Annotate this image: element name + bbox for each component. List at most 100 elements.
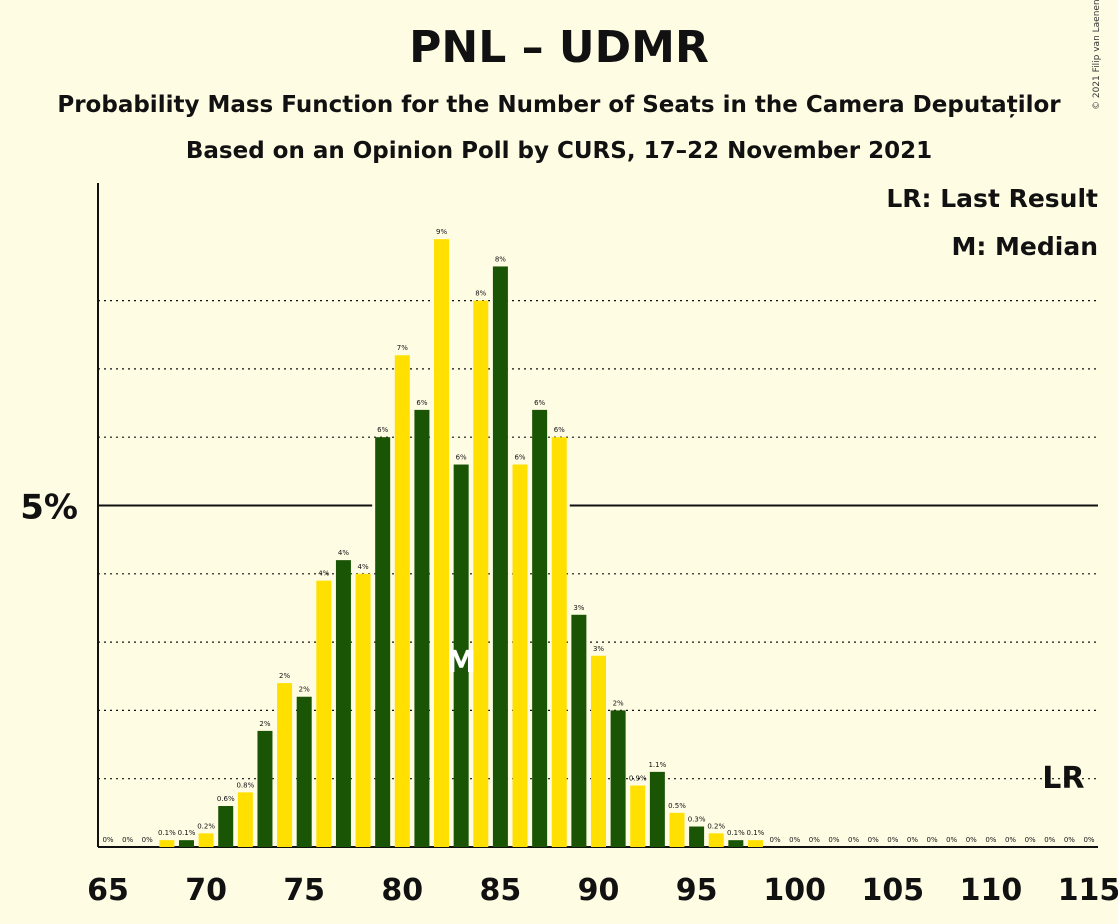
x-tick-label: 100 (763, 873, 826, 908)
bar-seat-81 (414, 409, 430, 847)
legend-last-result: LR: Last Result (886, 184, 1098, 213)
median-marker: M (446, 645, 476, 680)
bar-seat-96 (708, 833, 724, 847)
bar-seat-93 (649, 771, 665, 847)
x-tick-label: 115 (1058, 873, 1118, 908)
bar-label: 0.9% (629, 775, 647, 783)
bar-seat-83 (453, 464, 469, 847)
bar-label: 0% (770, 836, 781, 844)
x-tick-label: 75 (283, 873, 325, 908)
bar-label: 3% (593, 645, 604, 653)
bar-label: 4% (338, 549, 349, 557)
bar-label: 2% (299, 686, 310, 694)
bar-label: 0% (142, 836, 153, 844)
bar-seat-98 (747, 840, 763, 847)
bar-label: 0.1% (178, 829, 196, 837)
bar-label: 6% (416, 399, 427, 407)
bar-label: 0% (966, 836, 977, 844)
bar-label: 0.2% (707, 822, 725, 830)
bar-label: 3% (573, 604, 584, 612)
bar-label: 0% (122, 836, 133, 844)
bar-label: 0% (868, 836, 879, 844)
x-tick-label: 105 (861, 873, 924, 908)
bar-label: 0% (828, 836, 839, 844)
bar-label: 0.1% (747, 829, 765, 837)
bar-seat-84 (473, 300, 489, 848)
bar-label: 4% (318, 570, 329, 578)
bar-seat-70 (198, 833, 214, 847)
bar-label: 0.6% (217, 795, 235, 803)
bar-seat-91 (610, 710, 626, 847)
bar-label: 0.1% (158, 829, 176, 837)
x-tick-label: 65 (87, 873, 129, 908)
bar-label: 0.3% (688, 816, 706, 824)
legend-median: M: Median (951, 232, 1098, 261)
bar-label: 0% (985, 836, 996, 844)
bar-label: 2% (279, 672, 290, 680)
chart-source-line: Based on an Opinion Poll by CURS, 17–22 … (185, 138, 933, 164)
chart-subtitle: Probability Mass Function for the Number… (57, 92, 1061, 118)
bar-label: 0.8% (236, 781, 254, 789)
bar-label: 0% (1083, 836, 1094, 844)
bar-label: 8% (495, 255, 506, 263)
x-tick-label: 85 (480, 873, 522, 908)
bar-seat-92 (630, 785, 646, 847)
bar-seat-87 (532, 409, 548, 847)
bar-label: 0% (946, 836, 957, 844)
bar-label: 2% (259, 720, 270, 728)
bar-label: 0% (809, 836, 820, 844)
bar-seat-71 (218, 806, 234, 847)
x-tick-label: 110 (960, 873, 1023, 908)
bar-seat-78 (355, 573, 371, 847)
bar-label: 0.5% (668, 802, 686, 810)
bar-seat-97 (728, 840, 744, 847)
bar-seat-95 (689, 826, 705, 847)
bar-label: 0% (907, 836, 918, 844)
bar-label: 6% (377, 426, 388, 434)
bar-label: 0.1% (727, 829, 745, 837)
bar-seat-75 (296, 696, 312, 847)
x-tick-label: 80 (381, 873, 423, 908)
bar-label: 9% (436, 228, 447, 236)
bar-seat-94 (669, 812, 685, 847)
bar-label: 0% (789, 836, 800, 844)
x-tick-label: 90 (578, 873, 620, 908)
bar-label: 0.2% (197, 822, 215, 830)
bar-label: 1.1% (648, 761, 666, 769)
bar-label: 6% (456, 454, 467, 462)
bar-seat-69 (178, 840, 194, 847)
bar-seat-74 (277, 683, 293, 847)
bar-label: 2% (613, 699, 624, 707)
bar-label: 6% (534, 399, 545, 407)
bar-label: 6% (514, 454, 525, 462)
x-tick-label: 70 (185, 873, 227, 908)
chart-title: PNL – UDMR (409, 22, 709, 73)
bar-label: 0% (848, 836, 859, 844)
bar-seat-85 (492, 266, 508, 847)
bar-seat-88 (551, 437, 567, 847)
bar-label: 7% (397, 344, 408, 352)
bar-label: 0% (926, 836, 937, 844)
bar-label: 0% (1044, 836, 1055, 844)
bar-seat-86 (512, 464, 528, 847)
x-tick-label: 95 (676, 873, 718, 908)
bar-label: 0% (1005, 836, 1016, 844)
bar-seat-72 (237, 792, 253, 847)
bar-seat-80 (394, 355, 410, 847)
last-result-marker: LR (1042, 761, 1084, 796)
bar-label: 4% (358, 563, 369, 571)
bar-label: 0% (102, 836, 113, 844)
bar-seat-76 (316, 580, 332, 847)
bar-label: 0% (887, 836, 898, 844)
bar-seat-89 (571, 614, 587, 847)
bar-seat-82 (434, 239, 450, 847)
bar-label: 8% (475, 290, 486, 298)
y-tick-label: 5% (20, 488, 78, 528)
bar-seat-68 (159, 840, 175, 847)
bar-seat-77 (335, 560, 351, 847)
bar-label: 0% (1064, 836, 1075, 844)
bar-label: 0% (1025, 836, 1036, 844)
bar-seat-90 (591, 655, 606, 847)
bar-seat-73 (257, 730, 273, 847)
